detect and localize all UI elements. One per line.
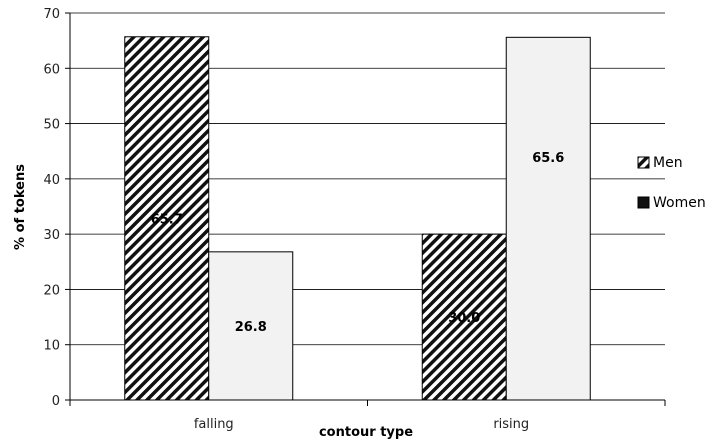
data-label: 26.8 [235,320,267,335]
legend: Men Women [637,155,706,211]
y-tick-label: 10 [43,339,60,354]
data-label: 65.6 [532,151,564,166]
y-tick-label: 0 [52,394,60,409]
y-tick-label: 50 [43,118,60,133]
legend-label-women: Women [653,195,706,211]
data-label: 30.0 [448,311,480,326]
x-axis-title: contour type [319,425,413,440]
y-tick-label: 60 [43,62,60,77]
x-axis-ticks: falling rising [69,400,666,432]
bar-men-rising [421,233,507,401]
x-tick-label: falling [194,417,234,432]
legend-swatch-women [637,196,650,209]
bars [124,36,591,401]
bar-women-rising [505,36,591,401]
data-label: 65.7 [151,212,183,227]
bar-women-falling [208,251,294,401]
legend-item-women: Women [637,195,706,211]
y-axis-ticks: 0 10 20 30 40 50 60 70 [43,7,70,409]
data-labels: 65.7 26.8 30.0 65.6 [151,151,565,335]
y-tick-label: 30 [43,228,60,243]
y-tick-label: 20 [43,283,60,298]
y-axis-title: % of tokens [13,164,28,250]
y-tick-label: 70 [43,7,60,22]
x-tick-label: rising [493,417,529,432]
y-tick-label: 40 [43,173,60,188]
legend-swatch-men [637,156,650,169]
legend-item-men: Men [637,155,683,171]
legend-label-men: Men [653,155,683,171]
